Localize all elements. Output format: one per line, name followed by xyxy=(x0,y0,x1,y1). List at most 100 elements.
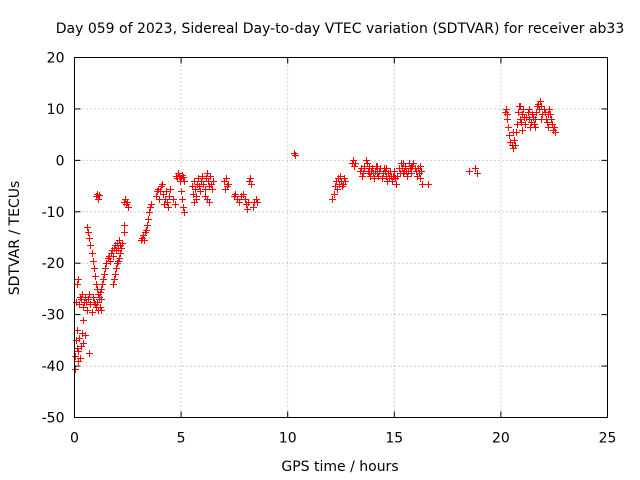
x-tick-label: 5 xyxy=(177,431,186,447)
data-point xyxy=(146,209,153,216)
data-point xyxy=(91,265,98,272)
data-point xyxy=(331,191,338,198)
y-axis-label: SDTVAR / TECUs xyxy=(7,181,23,296)
data-point xyxy=(202,186,209,193)
data-point xyxy=(545,124,552,131)
data-point xyxy=(86,235,93,242)
y-tick-labels: -50 -40 -30 -20 -10 0 10 20 xyxy=(42,51,65,427)
data-point xyxy=(342,178,349,185)
data-point xyxy=(180,204,187,211)
grid-lines xyxy=(74,57,608,418)
data-point xyxy=(292,152,299,159)
data-point xyxy=(525,109,532,116)
data-point xyxy=(359,173,366,180)
data-point xyxy=(92,273,99,280)
x-tick-label: 0 xyxy=(70,431,79,447)
y-tick-label: 20 xyxy=(47,51,65,67)
data-point xyxy=(247,175,254,182)
data-point xyxy=(144,222,151,229)
x-tick-label: 10 xyxy=(279,431,297,447)
data-point xyxy=(84,224,91,231)
y-tick-label: -50 xyxy=(42,411,65,427)
data-point xyxy=(200,181,207,188)
data-point xyxy=(101,271,108,278)
data-point xyxy=(417,163,424,170)
data-point xyxy=(363,157,370,164)
data-point xyxy=(193,196,200,203)
data-point xyxy=(85,296,92,303)
data-point xyxy=(419,181,426,188)
data-point xyxy=(225,181,232,188)
data-point xyxy=(240,191,247,198)
data-point xyxy=(197,188,204,195)
data-point xyxy=(546,106,553,113)
data-point xyxy=(86,291,93,298)
x-tick-labels: 0 5 10 15 20 25 xyxy=(70,431,616,447)
chart-title: Day 059 of 2023, Sidereal Day-to-day VTE… xyxy=(56,21,625,37)
data-point xyxy=(532,116,539,123)
data-point xyxy=(223,175,230,182)
data-point xyxy=(115,258,122,265)
data-point xyxy=(334,186,341,193)
x-axis-label: GPS time / hours xyxy=(281,459,398,475)
data-point xyxy=(533,109,540,116)
data-point xyxy=(74,281,81,288)
data-point xyxy=(98,286,105,293)
data-point xyxy=(329,196,336,203)
data-point xyxy=(172,201,179,208)
data-point xyxy=(548,116,555,123)
data-point xyxy=(526,106,533,113)
data-point xyxy=(103,260,110,267)
data-point xyxy=(112,271,119,278)
data-point xyxy=(164,199,171,206)
data-point xyxy=(75,276,82,283)
data-point xyxy=(417,175,424,182)
data-point xyxy=(408,163,415,170)
data-point xyxy=(199,173,206,180)
data-point xyxy=(520,106,527,113)
data-point xyxy=(79,291,86,298)
data-point xyxy=(84,307,91,314)
data-point xyxy=(165,204,172,211)
data-point xyxy=(402,163,409,170)
data-point xyxy=(167,186,174,193)
data-point xyxy=(529,111,536,118)
data-point xyxy=(175,170,182,177)
data-point xyxy=(124,199,131,206)
data-point xyxy=(544,119,551,126)
data-point xyxy=(116,237,123,244)
data-point xyxy=(367,173,374,180)
data-point xyxy=(180,174,187,181)
data-point xyxy=(118,245,125,252)
data-point xyxy=(148,201,155,208)
data-point xyxy=(77,355,84,362)
data-point xyxy=(145,216,152,223)
x-tick-label: 15 xyxy=(385,431,403,447)
data-point xyxy=(538,116,545,123)
data-point xyxy=(181,209,188,216)
data-point xyxy=(391,173,398,180)
data-point xyxy=(375,173,382,180)
data-point xyxy=(189,183,196,190)
data-point xyxy=(204,170,211,177)
data-point xyxy=(207,173,214,180)
data-point xyxy=(74,327,81,334)
x-tick-label: 25 xyxy=(599,431,617,447)
data-point xyxy=(418,168,425,175)
data-point xyxy=(522,121,529,128)
data-point xyxy=(425,181,432,188)
data-point xyxy=(245,199,252,206)
data-point xyxy=(518,119,525,126)
data-point xyxy=(393,181,400,188)
data-point xyxy=(547,111,554,118)
data-point xyxy=(512,142,519,149)
data-point xyxy=(80,304,87,311)
data-point xyxy=(519,127,526,134)
data-point xyxy=(110,253,117,260)
data-point xyxy=(100,276,107,283)
data-point xyxy=(383,165,390,172)
data-point xyxy=(511,137,518,144)
data-point xyxy=(159,181,166,188)
data-point xyxy=(157,188,164,195)
